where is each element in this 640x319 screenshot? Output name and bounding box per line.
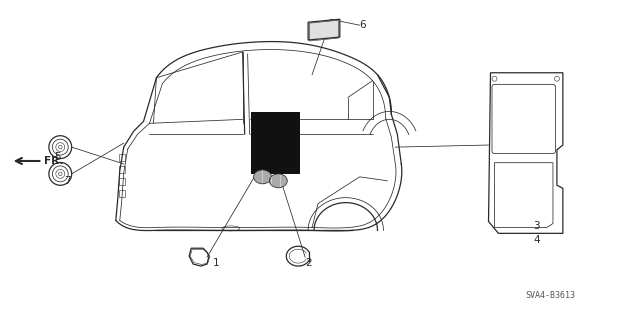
- Text: 6: 6: [360, 20, 366, 30]
- Text: FR.: FR.: [44, 156, 64, 166]
- Ellipse shape: [253, 170, 271, 184]
- Text: 7: 7: [64, 176, 71, 186]
- Text: 5: 5: [54, 152, 61, 162]
- Bar: [119, 178, 125, 185]
- Bar: [119, 154, 125, 161]
- Bar: [251, 112, 300, 174]
- Text: 4: 4: [533, 235, 540, 245]
- Text: 1: 1: [213, 258, 220, 268]
- Text: 2: 2: [305, 258, 312, 268]
- Ellipse shape: [269, 174, 287, 188]
- Text: 3: 3: [533, 221, 540, 231]
- Text: SVA4-B3613: SVA4-B3613: [525, 291, 575, 300]
- Bar: [119, 166, 125, 173]
- Bar: [119, 190, 125, 197]
- Polygon shape: [308, 19, 340, 40]
